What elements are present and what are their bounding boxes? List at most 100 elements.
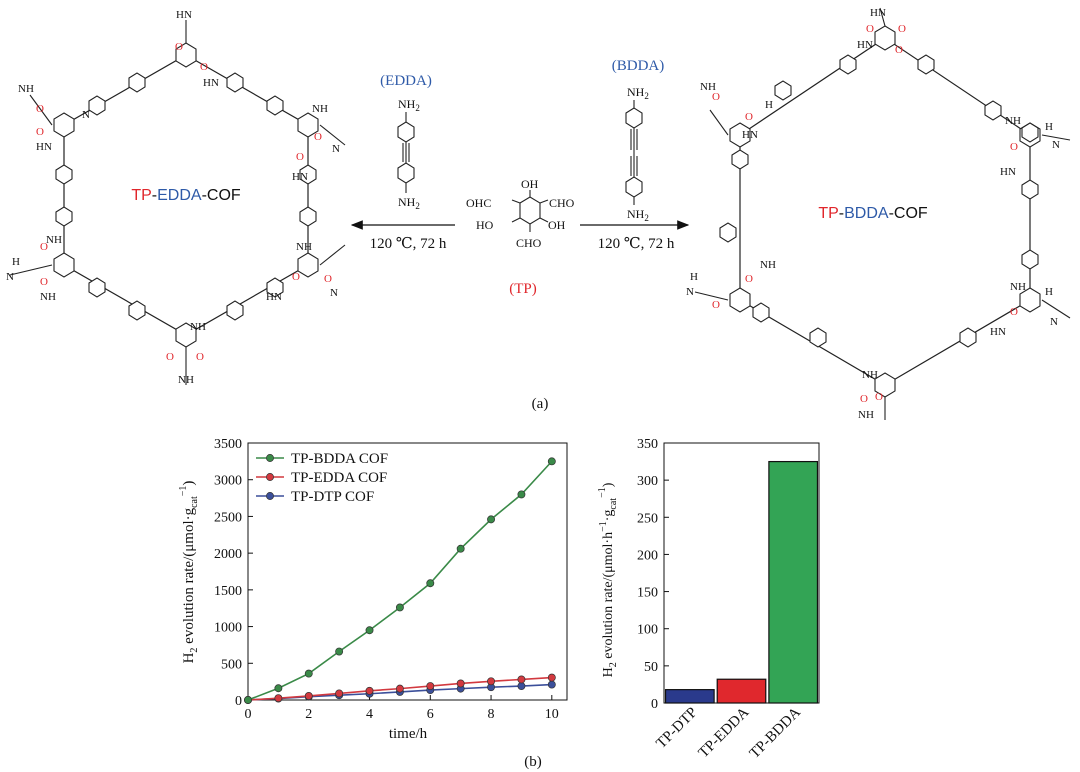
x-tick-label: 2 <box>305 707 312 722</box>
x-tick-label: 4 <box>366 707 373 722</box>
svg-text:HN: HN <box>36 141 52 153</box>
svg-text:O: O <box>292 271 300 283</box>
svg-text:O: O <box>860 393 868 405</box>
data-point <box>304 692 313 701</box>
reaction-scheme: HN O O HN NH O O N HN NH O O N HN NH O O… <box>6 7 1071 420</box>
y-tick-label: 150 <box>637 586 658 601</box>
cof-node <box>1019 287 1041 313</box>
data-point <box>304 669 313 678</box>
bar-chart: 0 50 100 150 200 250 300 350 TP-DTPTP-EDDATP-BD… <box>597 437 820 762</box>
tp-edda-cof-framework <box>9 20 346 385</box>
data-point <box>395 603 404 612</box>
x-category-label: TP-BDDA <box>747 704 804 761</box>
legend-marker <box>266 454 274 462</box>
x-category-label: TP-DTP <box>653 705 700 752</box>
svg-text:HN: HN <box>857 39 873 51</box>
data-point <box>456 679 465 688</box>
svg-text:O: O <box>40 276 48 288</box>
y-tick-label: 0 <box>651 697 658 712</box>
series-tp-edda-cof <box>244 673 556 704</box>
svg-text:O: O <box>895 44 903 56</box>
x-tick-label: 0 <box>245 707 252 722</box>
bdda-label: (BDDA) <box>612 58 665 74</box>
bar-tp-edda <box>716 678 767 704</box>
legend-marker <box>266 492 274 500</box>
line-chart-frame <box>247 442 568 701</box>
svg-text:NH: NH <box>190 321 206 333</box>
svg-text:HN: HN <box>176 9 192 21</box>
svg-text:O: O <box>1010 141 1018 153</box>
bar-chart-y-label: H2 evolution rate/(μmol·h−1·gcat−1) <box>597 482 619 677</box>
y-tick-label: 2000 <box>214 547 242 562</box>
data-point <box>517 675 526 684</box>
data-point <box>426 579 435 588</box>
svg-text:OH: OH <box>548 218 566 232</box>
data-point <box>487 515 495 524</box>
cof-node <box>874 25 896 51</box>
svg-text:O: O <box>296 151 304 163</box>
data-point <box>426 682 435 690</box>
y-tick-label: 100 <box>637 623 658 638</box>
svg-text:NH: NH <box>46 234 62 246</box>
cof-node <box>175 42 197 68</box>
svg-text:H: H <box>1045 121 1053 133</box>
data-point <box>365 689 374 698</box>
svg-text:N: N <box>330 287 338 299</box>
svg-text:OH: OH <box>521 177 539 191</box>
svg-text:O: O <box>324 273 332 285</box>
caption-a: (a) <box>532 396 549 412</box>
data-point <box>517 682 526 690</box>
series-tp-bdda-cof <box>244 457 556 704</box>
left-conditions: 120 ℃, 72 h <box>370 236 447 252</box>
edda-bottom-amine: NH2 <box>398 195 420 211</box>
data-point <box>244 696 252 704</box>
series-tp-dtp-cof <box>244 680 556 704</box>
data-point <box>304 692 313 700</box>
svg-text:O: O <box>200 61 208 73</box>
data-point <box>395 684 404 693</box>
svg-text:NH: NH <box>312 103 328 115</box>
legend-label: TP-BDDA COF <box>291 451 388 467</box>
bar-tp-bdda <box>768 460 819 704</box>
bar-tp-dtp <box>664 689 715 704</box>
svg-text:H: H <box>690 271 698 283</box>
tp-edda-cof-atom-labels: HN O O HN NH O O N HN NH O O N HN NH O O… <box>6 9 340 386</box>
line-chart: 0 500 1000 1500 2000 2500 3000 3500 0 2 4 6 8 10 TP-… <box>178 437 568 742</box>
data-point <box>274 694 283 703</box>
bdda-top-amine: NH2 <box>627 85 649 101</box>
y-tick-label: 1500 <box>214 584 242 599</box>
cof-node <box>297 252 319 278</box>
svg-text:O: O <box>712 91 720 103</box>
svg-text:N: N <box>686 286 694 298</box>
bdda-bottom-amine: NH2 <box>627 207 649 223</box>
svg-text:O: O <box>196 351 204 363</box>
svg-text:OHC: OHC <box>466 196 491 210</box>
legend-item: TP-BDDA COF <box>256 451 388 467</box>
svg-text:HN: HN <box>990 326 1006 338</box>
y-tick-label: 0 <box>235 694 242 709</box>
data-point <box>426 686 435 695</box>
svg-text:NH: NH <box>178 374 194 386</box>
svg-text:NH: NH <box>858 409 874 420</box>
tp-bdda-cof-framework <box>694 7 1071 420</box>
series-line <box>247 683 552 701</box>
svg-text:NH: NH <box>296 241 312 253</box>
tp-bdda-cof-atom-labels: HN O O O HN NH O H N HN NH O H N HN NH O… <box>686 7 1060 420</box>
x-category-label: TP-EDDA <box>696 704 753 761</box>
bar-chart-frame <box>663 442 820 704</box>
y-tick-label: 1000 <box>214 621 242 636</box>
data-point <box>456 544 465 553</box>
x-tick-label: 8 <box>488 707 495 722</box>
cof-node <box>297 112 319 138</box>
legend-marker <box>266 473 274 481</box>
svg-text:HN: HN <box>292 171 308 183</box>
svg-text:H: H <box>12 256 20 268</box>
svg-text:N: N <box>6 271 14 283</box>
svg-text:O: O <box>866 23 874 35</box>
cof-node <box>729 122 751 148</box>
edda-molecule <box>397 112 415 193</box>
tp-edda-cof-label: TP-EDDA-COF <box>131 187 241 204</box>
data-point <box>365 626 374 635</box>
data-point <box>487 677 495 686</box>
